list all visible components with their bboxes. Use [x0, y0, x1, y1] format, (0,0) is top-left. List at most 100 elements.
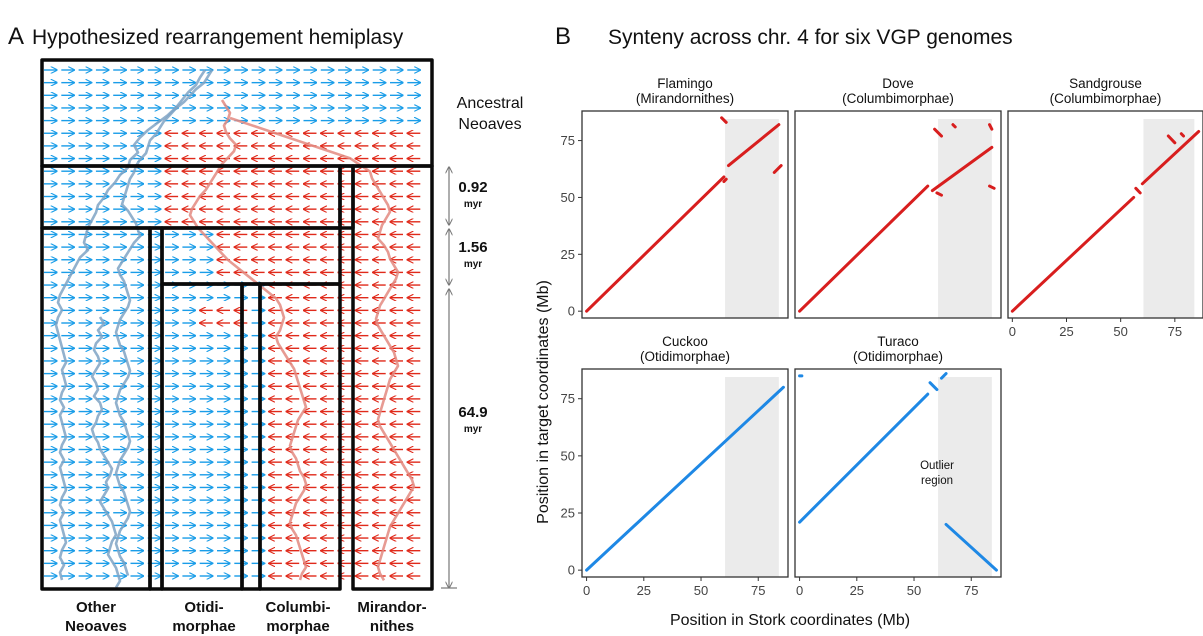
y-tick-label: 50 [561, 448, 575, 463]
box-interval-2 [160, 226, 342, 286]
synteny-segment [1134, 186, 1142, 195]
facet-frame [581, 110, 789, 319]
blue-trace-right [90, 316, 122, 589]
outlier-region-shade [725, 119, 779, 318]
box-other-neoaves [40, 226, 152, 591]
synteny-segment [772, 164, 783, 174]
outlier-region-shade [1143, 119, 1195, 318]
clade-labels: Other Neoaves Otidi- morphae Columbi- mo… [65, 599, 426, 635]
facet-title-line1: Flamingo [657, 76, 713, 91]
synteny-segment [726, 123, 781, 168]
x-tick-label: 50 [1113, 324, 1127, 339]
facet-frame [794, 368, 1002, 578]
facet-flamingo: Flamingo(Mirandornithes) 0 25 50 75 [561, 76, 789, 319]
ancestral-label-line1: Ancestral [457, 95, 524, 112]
panel-b: B Synteny across chr. 4 for six VGP geno… [535, 23, 1203, 629]
synteny-segment [798, 392, 930, 524]
interval-3-value: 64.9 [458, 404, 487, 421]
facet-turaco: Turaco(Otidimorphae) 0 25 50 75 [794, 334, 1002, 598]
clade-label-mirandornithes-line2: nithes [370, 618, 414, 635]
blue-trace-left [54, 69, 207, 581]
red-trace-left [188, 99, 308, 581]
synteny-segment [585, 385, 785, 572]
clade-label-mirandornithes-line1: Mirandor- [357, 599, 426, 616]
x-tick-label: 0 [583, 583, 590, 598]
x-tick-label: 75 [751, 583, 765, 598]
clade-label-other-neoaves-line1: Other [76, 599, 116, 616]
x-tick-label: 50 [694, 583, 708, 598]
panel-a: A Hypothesized rearrangement hemiplasy A… [8, 23, 523, 635]
synteny-segment [988, 123, 994, 131]
interval-2-unit: myr [464, 259, 482, 270]
x-tick-label: 0 [1009, 324, 1016, 339]
clade-label-columbimorphae-line2: morphae [266, 618, 329, 635]
synteny-segment [798, 184, 930, 313]
ancestral-label-line2: Neoaves [458, 116, 521, 133]
y-tick-label: 25 [561, 247, 575, 262]
facet-title-line2: (Columbimorphae) [1050, 91, 1162, 106]
blue-trace-middle [114, 69, 214, 576]
clade-label-otidimorphae-line1: Otidi- [184, 599, 223, 616]
synteny-segment [722, 177, 728, 184]
box-mirandornithes [351, 164, 434, 591]
facet-frame [794, 110, 1002, 319]
red-trace-right [229, 116, 416, 581]
clade-label-columbimorphae-line1: Columbi- [266, 599, 331, 616]
outlier-annotation-line1: Outlier [920, 460, 954, 472]
facet-title-line1: Sandgrouse [1069, 76, 1142, 91]
synteny-segment [1140, 129, 1201, 186]
y-tick-label: 25 [561, 506, 575, 521]
box-other-neoaves-gap [148, 226, 164, 591]
y-tick-label: 0 [568, 304, 575, 319]
panel-b-letter: B [555, 23, 571, 50]
synteny-segment [928, 381, 939, 392]
synteny-segment [935, 191, 943, 197]
synteny-segment [1010, 195, 1136, 313]
synteny-segment [720, 116, 728, 124]
x-tick-label: 25 [1059, 324, 1073, 339]
synteny-segment [933, 127, 943, 138]
tree-boxes [40, 58, 434, 591]
outlier-region-shade [725, 377, 779, 577]
panel-a-letter: A [8, 23, 24, 50]
box-ancestral-neoaves [40, 58, 434, 168]
y-tick-label: 75 [561, 133, 575, 148]
synteny-segment [1179, 132, 1185, 138]
synteny-segment [944, 522, 998, 572]
x-tick-label: 75 [964, 583, 978, 598]
facet-cuckoo: Cuckoo(Otidimorphae) 0 25 50 75 0 25 50 75 [561, 334, 789, 598]
interval-3-unit: myr [464, 424, 482, 435]
synteny-segment [930, 145, 994, 193]
synteny-facets: Flamingo(Mirandornithes)0255075Dove(Colu… [561, 76, 1203, 598]
facet-title-line2: (Mirandornithes) [636, 91, 734, 106]
x-tick-label: 25 [637, 583, 651, 598]
interval-1-unit: myr [464, 199, 482, 210]
lineage-traces [54, 69, 416, 589]
panel-a-title: Hypothesized rearrangement hemiplasy [32, 26, 404, 49]
interval-2-value: 1.56 [458, 239, 487, 256]
facet-frame [1007, 110, 1203, 319]
synteny-segment [585, 175, 726, 313]
x-axis-title: Position in Stork coordinates (Mb) [670, 612, 910, 629]
interval-1-value: 0.92 [458, 179, 487, 196]
facet-title-line2: (Columbimorphae) [842, 91, 954, 106]
box-columbimorphae [258, 282, 342, 591]
x-tick-label: 25 [850, 583, 864, 598]
outlier-region-shade [938, 377, 992, 577]
synteny-segment [1166, 134, 1177, 145]
clade-label-other-neoaves-line2: Neoaves [65, 618, 127, 635]
facet-title-line1: Cuckoo [662, 334, 708, 349]
facet-title-line1: Dove [882, 76, 914, 91]
synteny-segment [939, 372, 948, 380]
y-axis-title: Position in target coordinates (Mb) [535, 280, 552, 524]
facet-dove: Dove(Columbimorphae) [794, 76, 1002, 319]
y-tick-label: 0 [568, 563, 575, 578]
facet-title-line2: (Otidimorphae) [853, 349, 943, 364]
outlier-annotation-line2: region [921, 475, 953, 487]
facet-sandgrouse: Sandgrouse(Columbimorphae) 0 25 50 75 [1007, 76, 1203, 339]
y-tick-label: 50 [561, 190, 575, 205]
facet-title-line1: Turaco [877, 334, 919, 349]
facet-frame [581, 368, 789, 578]
outlier-region-shade [938, 119, 992, 318]
